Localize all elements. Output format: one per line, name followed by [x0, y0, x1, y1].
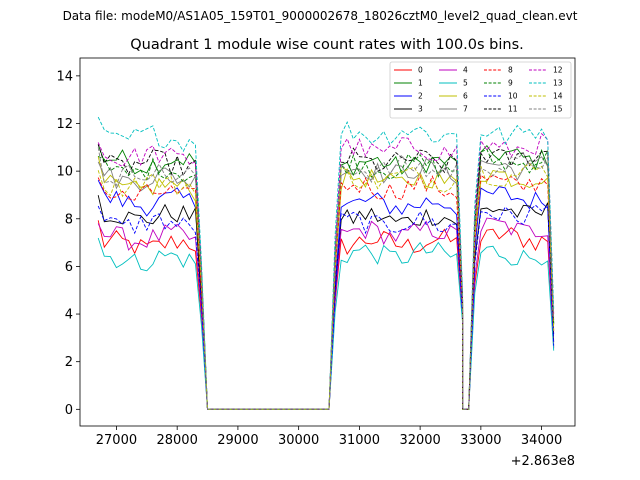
legend-label-13: 13	[553, 79, 563, 88]
legend-label-1: 1	[418, 79, 423, 88]
y-tick-label: 14	[56, 69, 73, 84]
y-tick-label: 6	[65, 260, 73, 275]
series-line-13	[97, 116, 555, 410]
legend-label-3: 3	[418, 105, 423, 114]
legend-box	[389, 61, 572, 119]
y-tick-label: 4	[65, 308, 73, 323]
x-tick-label: 30000	[278, 433, 319, 448]
y-tick-label: 12	[56, 117, 73, 132]
x-axis-ticks: 27000 28000 29000 30000 31000 32000 33000 34000	[96, 426, 562, 448]
y-tick-label: 0	[65, 403, 73, 418]
chart-title: Quadrant 1 module wise count rates with …	[130, 37, 524, 53]
x-tick-label: 28000	[156, 433, 197, 448]
legend-label-0: 0	[418, 66, 423, 75]
legend-label-9: 9	[508, 79, 513, 88]
legend-label-7: 7	[463, 105, 468, 114]
legend-label-6: 6	[463, 92, 468, 101]
legend-label-10: 10	[508, 92, 518, 101]
x-tick-label: 27000	[96, 433, 137, 448]
x-tick-label: 31000	[339, 433, 380, 448]
legend-label-8: 8	[508, 66, 513, 75]
figure-suptitle: Data file: modeM0/AS1A05_159T01_90000026…	[63, 9, 578, 23]
series-line-15	[97, 147, 555, 410]
legend-label-11: 11	[508, 105, 518, 114]
legend-label-14: 14	[553, 92, 563, 101]
legend-label-2: 2	[418, 92, 423, 101]
legend-label-12: 12	[553, 66, 563, 75]
plot-frame	[79, 57, 576, 427]
x-tick-label: 29000	[217, 433, 258, 448]
x-tick-label: 33000	[460, 433, 501, 448]
series-lines	[97, 116, 555, 410]
y-tick-label: 10	[56, 165, 73, 180]
x-tick-label: 34000	[521, 433, 562, 448]
legend-label-4: 4	[463, 66, 468, 75]
x-offset-label: +2.863e8	[511, 454, 575, 469]
x-tick-label: 32000	[399, 433, 440, 448]
y-tick-label: 8	[65, 212, 73, 227]
y-axis-ticks: 0 2 4 6 8 10 12 14	[56, 69, 80, 418]
legend-label-5: 5	[463, 79, 468, 88]
y-tick-label: 2	[65, 355, 73, 370]
legend-label-15: 15	[553, 105, 563, 114]
series-line-14	[97, 162, 555, 410]
